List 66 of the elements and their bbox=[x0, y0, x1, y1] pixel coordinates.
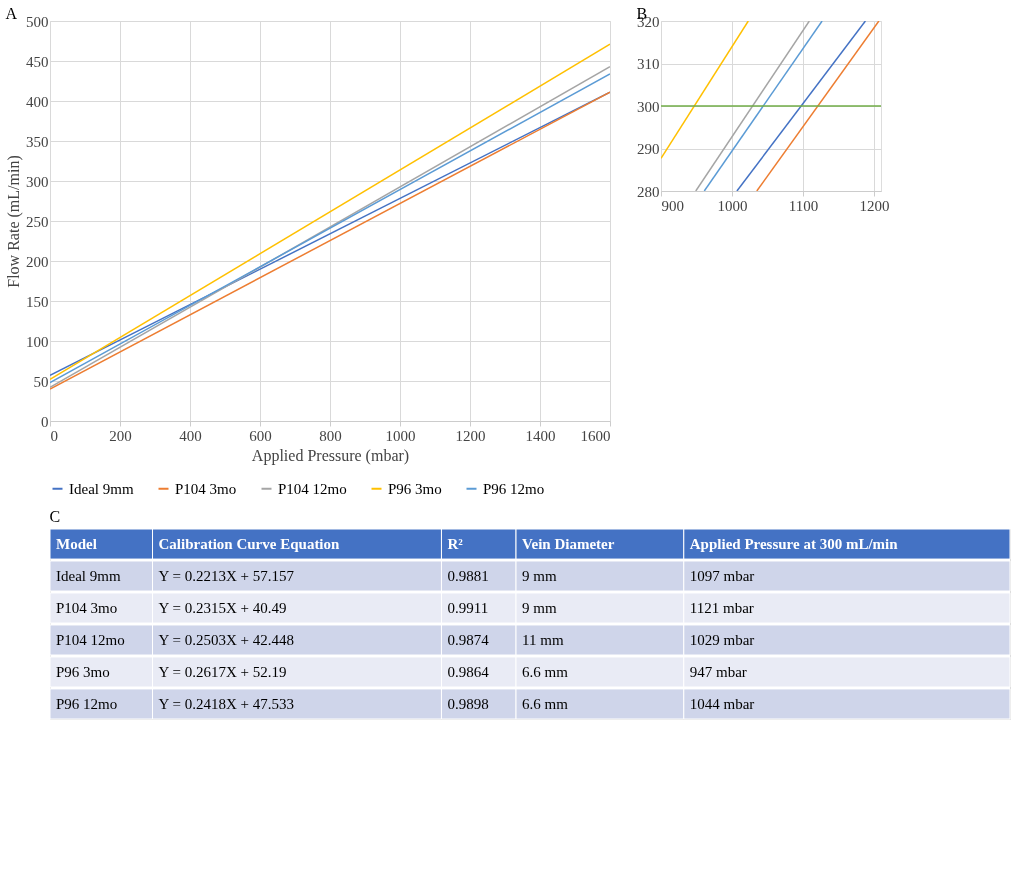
category-label: Applied Pressure at 300 mL/min bbox=[689, 536, 899, 553]
y-tick-label: 200 bbox=[26, 253, 49, 270]
text: Y = 0.2418X + 47.533 bbox=[158, 695, 295, 712]
text: 0.9881 bbox=[447, 568, 489, 585]
text: 0.9898 bbox=[447, 695, 489, 712]
text: 6.6 mm bbox=[522, 695, 568, 712]
y-tick-label: 450 bbox=[26, 53, 49, 70]
x-tick-label: 1400 bbox=[525, 427, 556, 444]
text: P96 3mo bbox=[56, 663, 110, 680]
y-tick-label: 250 bbox=[26, 213, 49, 230]
text: P96 12mo bbox=[56, 695, 118, 712]
text: Y = 0.2503X + 42.448 bbox=[158, 631, 295, 648]
text: 11 mm bbox=[522, 631, 564, 648]
text: Ideal 9mm bbox=[56, 568, 121, 585]
text: Y = 0.2315X + 40.49 bbox=[158, 600, 287, 617]
legend-label: P96 12mo bbox=[483, 480, 545, 497]
legend-label: P96 3mo bbox=[388, 480, 442, 497]
text: Y = 0.2617X + 52.19 bbox=[158, 663, 287, 680]
x-tick-label: 1200 bbox=[455, 427, 486, 444]
legend-label: P104 3mo bbox=[175, 480, 237, 497]
text: Y = 0.2213X + 57.157 bbox=[158, 568, 295, 585]
x-tick-label: 1600 bbox=[580, 427, 611, 444]
y-tick-label: 300 bbox=[26, 173, 49, 190]
text: 947 mbar bbox=[689, 663, 747, 680]
y-tick-label: 50 bbox=[33, 373, 49, 390]
text: 6.6 mm bbox=[522, 663, 568, 680]
x-tick-label: 1000 bbox=[717, 197, 748, 214]
text: C bbox=[49, 507, 61, 525]
text: 1044 mbar bbox=[689, 695, 755, 712]
legend-label: Ideal 9mm bbox=[69, 480, 134, 497]
category-label: R² bbox=[447, 536, 464, 553]
y-tick-label: 350 bbox=[26, 133, 49, 150]
text: 1097 mbar bbox=[689, 568, 755, 585]
y-tick-label: 290 bbox=[637, 141, 660, 157]
text: 9 mm bbox=[522, 600, 557, 617]
y-tick-label: 100 bbox=[26, 333, 49, 350]
x-tick-label: 800 bbox=[319, 427, 342, 444]
y-tick-label: 280 bbox=[637, 183, 660, 200]
text: P104 12mo bbox=[56, 631, 125, 648]
y-tick-label: 150 bbox=[26, 293, 49, 310]
y-tick-label: 400 bbox=[26, 93, 49, 110]
x-tick-label: 600 bbox=[249, 427, 272, 444]
x-tick-label: 200 bbox=[109, 427, 132, 444]
text: 1029 mbar bbox=[689, 631, 755, 648]
text: P104 3mo bbox=[56, 600, 118, 617]
y-axis-title: Flow Rate (mL/min) bbox=[5, 155, 23, 288]
x-tick-label: 1200 bbox=[859, 197, 890, 214]
y-tick-label: 300 bbox=[637, 98, 660, 115]
text: 9 mm bbox=[522, 568, 557, 585]
text: 0.9874 bbox=[447, 631, 489, 648]
category-label: Model bbox=[56, 536, 97, 553]
category-label: Vein Diameter bbox=[522, 536, 615, 553]
y-tick-label: 0 bbox=[41, 413, 49, 430]
x-tick-label: 1000 bbox=[385, 427, 416, 444]
x-axis-title: Applied Pressure (mbar) bbox=[251, 446, 410, 465]
x-tick-label: 400 bbox=[179, 427, 202, 444]
y-tick-label: 310 bbox=[637, 56, 660, 72]
text: 0.9864 bbox=[447, 663, 489, 680]
y-tick-label: 500 bbox=[26, 13, 49, 30]
chart-title: A bbox=[5, 5, 18, 22]
text: 0.9911 bbox=[447, 600, 489, 617]
x-tick-label: 900 bbox=[661, 197, 684, 214]
category-label: Calibration Curve Equation bbox=[158, 536, 341, 553]
x-tick-label: 1100 bbox=[788, 197, 819, 214]
legend-label: P104 12mo bbox=[278, 480, 347, 497]
text: 1121 mbar bbox=[689, 600, 754, 617]
